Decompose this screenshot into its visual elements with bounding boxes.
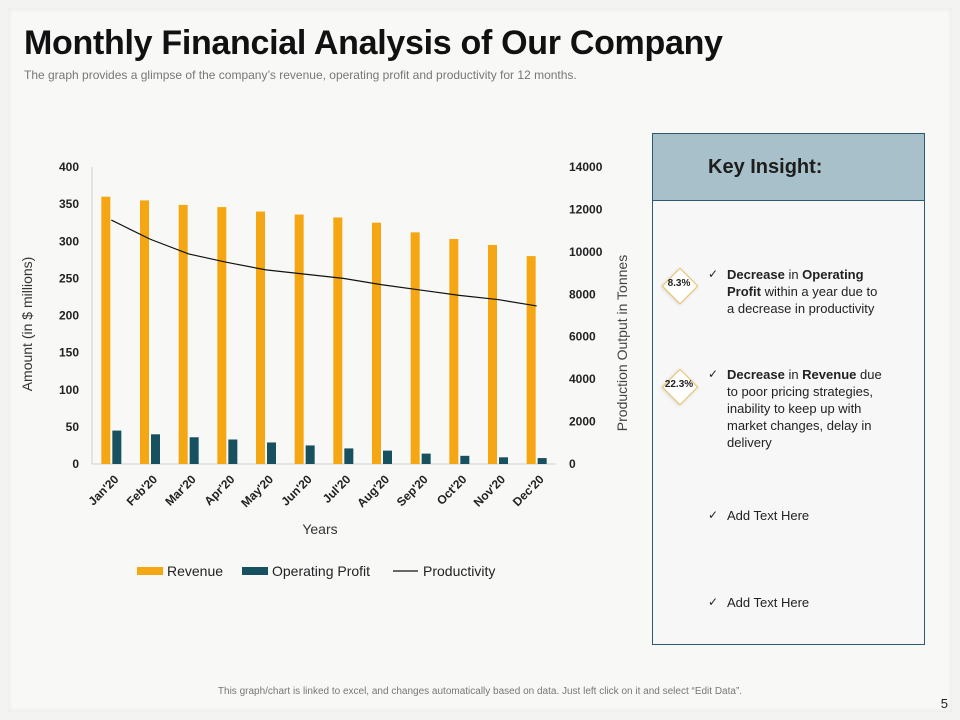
operating-profit-bar (460, 455, 470, 464)
insight-text: Add Text Here (727, 595, 810, 610)
insight-text: Add Text Here (727, 508, 810, 523)
operating-profit-bar (228, 439, 238, 464)
operating-profit-bar (151, 434, 160, 464)
insight-item: ✓ Decrease in Operating Profit within a … (708, 266, 888, 317)
x-tick-label: Jan'20 (85, 472, 121, 508)
operating-profit-bar (383, 450, 392, 464)
x-tick-label: Feb'20 (124, 472, 161, 509)
check-icon: ✓ (708, 595, 719, 609)
operating-profit-bar (305, 445, 315, 464)
revenue-bar (526, 256, 536, 464)
x-tick-label: Oct'20 (434, 472, 470, 508)
x-tick-label: Sep'20 (394, 472, 431, 509)
badge-label: 22.3% (664, 379, 694, 390)
y2-tick-label: 2000 (569, 415, 596, 429)
x-tick-label: Mar'20 (162, 472, 199, 509)
x-tick-label: Apr'20 (201, 472, 237, 508)
insight-text: in (784, 367, 803, 382)
revenue-bar (449, 239, 459, 464)
y-tick-label: 150 (59, 346, 79, 360)
x-tick-label: May'20 (238, 472, 276, 510)
revenue-bar (294, 214, 304, 464)
page-subtitle: The graph provides a glimpse of the comp… (24, 68, 577, 82)
insight-bold: Revenue (802, 367, 857, 382)
operating-profit-bar (344, 448, 354, 464)
revenue-bar (333, 217, 343, 464)
y2-tick-label: 4000 (569, 372, 596, 386)
revenue-bar (488, 244, 497, 464)
x-tick-label: Aug'20 (354, 472, 392, 510)
y2-tick-label: 14000 (569, 160, 603, 174)
legend-label-revenue: Revenue (167, 563, 223, 579)
check-icon: ✓ (708, 267, 719, 281)
operating-profit-bar (189, 437, 199, 464)
revenue-bar (140, 200, 149, 464)
check-icon: ✓ (708, 508, 719, 522)
y-tick-label: 400 (59, 160, 79, 174)
revenue-bar (101, 196, 111, 464)
y-tick-label: 200 (59, 309, 79, 323)
productivity-line (111, 219, 537, 307)
insight-bold: Decrease (727, 367, 785, 382)
legend-swatch-revenue (137, 567, 163, 575)
revenue-bar (410, 232, 420, 464)
operating-profit-bar (267, 442, 276, 464)
operating-profit-bar (421, 453, 431, 464)
insight-text: in (784, 267, 803, 282)
operating-profit-bar (499, 457, 508, 464)
y-tick-label: 50 (66, 420, 80, 434)
legend-label-operating-profit: Operating Profit (272, 563, 370, 579)
page-title: Monthly Financial Analysis of Our Compan… (24, 24, 723, 62)
check-icon: ✓ (708, 367, 719, 381)
page-number: 5 (940, 696, 948, 711)
key-insight-panel: Key Insight: (652, 133, 925, 645)
insight-bold: Operating Profit (727, 267, 864, 299)
insight-text: within a year due to a decrease in produ… (727, 284, 878, 316)
x-tick-label: Dec'20 (510, 472, 547, 509)
revenue-bar (256, 211, 265, 464)
operating-profit-bar (112, 430, 122, 464)
revenue-bar (217, 207, 227, 464)
y2-tick-label: 6000 (569, 330, 596, 344)
key-insight-heading: Key Insight: (653, 134, 924, 201)
x-tick-label: Nov'20 (471, 472, 509, 510)
insight-text: due to poor pricing strategies, inabilit… (727, 367, 882, 450)
y-tick-label: 100 (59, 383, 79, 397)
y2-tick-label: 12000 (569, 202, 603, 216)
legend-swatch-operating-profit (242, 567, 268, 575)
y-tick-label: 300 (59, 234, 79, 248)
insight-bold: Decrease (727, 267, 785, 282)
badge-label: 8.3% (667, 278, 691, 289)
insight-item: ✓ Decrease in Revenue due to poor pricin… (708, 366, 888, 451)
y2-axis-title: Production Output in Tonnes (614, 255, 630, 431)
y-axis-title: Amount (in $ millions) (19, 257, 35, 392)
revenue-bar (372, 222, 381, 464)
y2-tick-label: 0 (569, 457, 576, 471)
legend-label-productivity: Productivity (423, 563, 495, 579)
x-axis-title: Years (302, 521, 337, 537)
x-tick-label: Jun'20 (278, 472, 315, 509)
operating-profit-bar (537, 458, 547, 464)
insight-item: ✓ Add Text Here (708, 594, 888, 611)
percent-badge: 8.3% (661, 267, 699, 305)
revenue-bar (178, 204, 188, 464)
y-tick-label: 250 (59, 271, 79, 285)
y-tick-label: 350 (59, 197, 79, 211)
y2-tick-label: 10000 (569, 245, 603, 259)
percent-badge: 22.3% (661, 368, 699, 406)
x-tick-label: Jul'20 (320, 472, 354, 506)
footer-note: This graph/chart is linked to excel, and… (217, 686, 743, 697)
y2-tick-label: 8000 (569, 287, 596, 301)
insight-item: ✓ Add Text Here (708, 507, 888, 524)
y-tick-label: 0 (72, 457, 79, 471)
